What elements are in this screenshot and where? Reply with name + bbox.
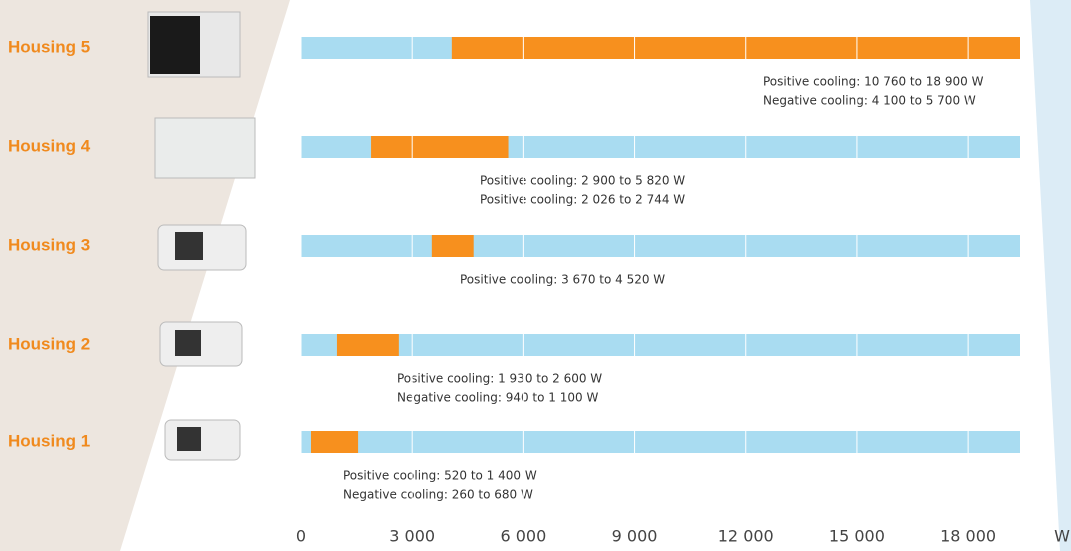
photo: [150, 16, 200, 74]
annotation: Positive cooling: 2 026 to 2 744 W: [480, 193, 685, 207]
x-tick-label: 12 000: [718, 527, 774, 546]
category-label: Housing 3: [8, 235, 90, 254]
background-edge: [1030, 0, 1071, 551]
range-bar: [336, 334, 399, 356]
photo: [175, 330, 201, 356]
photo: [164, 419, 241, 461]
annotation: Negative cooling: 940 to 1 100 W: [397, 391, 598, 405]
annotation: Positive cooling: 10 760 to 18 900 W: [763, 75, 984, 89]
x-tick-label: 6 000: [500, 527, 546, 546]
annotation: Positive cooling: 2 900 to 5 820 W: [480, 174, 685, 188]
category-label: Housing 5: [8, 37, 90, 56]
category-label: Housing 4: [8, 136, 91, 155]
range-bar: [371, 136, 509, 158]
track: [301, 334, 1020, 356]
photo: [175, 232, 203, 260]
range-bar: [451, 37, 1020, 59]
photo: [177, 427, 201, 451]
annotation: Positive cooling: 1 930 to 2 600 W: [397, 372, 602, 386]
x-tick-label: 15 000: [829, 527, 885, 546]
x-tick-label: 0: [296, 527, 306, 546]
range-bar: [311, 431, 359, 453]
photo: [154, 117, 256, 179]
range-bar: [431, 235, 474, 257]
track: [301, 431, 1020, 453]
track: [301, 235, 1020, 257]
annotation: Negative cooling: 4 100 to 5 700 W: [763, 94, 976, 108]
annotation: Positive cooling: 520 to 1 400 W: [343, 469, 537, 483]
x-tick-label: 9 000: [612, 527, 658, 546]
annotation: Negative cooling: 260 to 680 W: [343, 488, 533, 502]
x-tick-label: 3 000: [389, 527, 435, 546]
x-tick-label: 18 000: [940, 527, 996, 546]
photos: [147, 11, 256, 461]
x-unit: W: [1054, 527, 1070, 546]
category-label: Housing 2: [8, 334, 90, 353]
annotation: Positive cooling: 3 670 to 4 520 W: [460, 273, 665, 287]
category-label: Housing 1: [8, 431, 90, 450]
